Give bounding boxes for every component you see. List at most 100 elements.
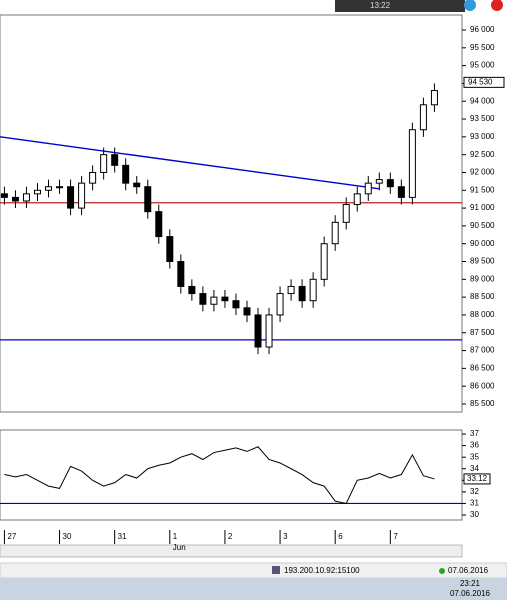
y-tick-label: 86 000 — [470, 381, 495, 390]
network-icon — [272, 566, 280, 574]
status-dot — [439, 568, 445, 574]
candle-body — [111, 154, 119, 166]
candle-body — [353, 193, 361, 206]
candle-body — [232, 300, 240, 309]
candle-body — [33, 189, 41, 195]
top-time: 13:22 — [370, 1, 391, 10]
y-tick-label: 95 500 — [470, 43, 495, 52]
y-tick-label: 89 000 — [470, 274, 495, 283]
y-tick-label: 31 — [470, 499, 479, 508]
x-tick-label: 3 — [283, 532, 288, 541]
candle-body — [56, 186, 64, 189]
y-tick-label: 30 — [470, 510, 479, 519]
y-tick-label: 34 — [470, 464, 479, 473]
x-tick-label: 2 — [228, 532, 233, 541]
candle-body — [364, 182, 372, 195]
y-tick-label: 90 500 — [470, 221, 495, 230]
scrollbar[interactable] — [0, 544, 463, 558]
month-label: Jun — [173, 543, 186, 552]
candle-body — [78, 182, 86, 209]
candle-body — [254, 314, 262, 348]
candle-body — [298, 285, 306, 302]
y-tick-label: 90 000 — [470, 239, 495, 248]
candle-body — [320, 243, 328, 280]
candle-body — [386, 179, 394, 188]
indicator-line — [4, 446, 435, 505]
button-red[interactable] — [491, 0, 503, 11]
candle-body — [45, 186, 53, 191]
candle-body — [133, 182, 141, 188]
y-tick-label: 88 500 — [470, 292, 495, 301]
y-tick-label: 92 500 — [470, 150, 495, 159]
main-panel — [0, 14, 463, 413]
candle-body — [177, 261, 185, 287]
candle-body — [419, 104, 427, 131]
x-tick-label: 1 — [173, 532, 178, 541]
status-bar — [0, 562, 507, 579]
y-tick-label: 85 500 — [470, 399, 495, 408]
server-address: 193.200.10.92:15100 — [284, 566, 360, 575]
y-tick-label: 87 000 — [470, 346, 495, 355]
trend-line — [0, 136, 380, 190]
candle-body — [144, 186, 152, 213]
x-tick-label: 6 — [338, 532, 343, 541]
candle-body — [309, 278, 317, 302]
candle-body — [0, 193, 8, 198]
candle-body — [155, 211, 163, 238]
taskbar-date: 07.06.2016 — [450, 589, 491, 598]
y-tick-label: 92 000 — [470, 168, 495, 177]
value-marker — [463, 473, 491, 485]
taskbar — [0, 578, 507, 600]
y-tick-label: 94 000 — [470, 96, 495, 105]
candle-body — [100, 154, 108, 173]
y-tick-label: 89 500 — [470, 257, 495, 266]
candle-body — [166, 236, 174, 263]
top-thumbnail[interactable] — [335, 0, 465, 12]
y-tick-label: 87 500 — [470, 328, 495, 337]
indicator-panel — [0, 429, 463, 521]
candle-body — [430, 90, 438, 106]
x-tick-label: 7 — [393, 532, 398, 541]
candle-body — [375, 179, 383, 184]
candle-body — [22, 193, 30, 202]
y-tick-label: 35 — [470, 452, 479, 461]
candle-body — [265, 314, 273, 348]
candle-body — [276, 293, 284, 316]
price-marker — [463, 76, 505, 88]
y-tick-label: 37 — [470, 429, 479, 438]
y-tick-label: 32 — [470, 487, 479, 496]
candle-body — [243, 307, 251, 316]
candle-body — [199, 293, 207, 305]
taskbar-time: 23:21 — [460, 579, 481, 588]
candle-body — [342, 204, 350, 223]
candle-body — [122, 164, 130, 184]
y-tick-label: 96 000 — [470, 25, 495, 34]
candle-body — [188, 285, 196, 295]
y-tick-label: 91 000 — [470, 203, 495, 212]
x-tick-label: 27 — [7, 532, 16, 541]
y-tick-label: 86 500 — [470, 363, 495, 372]
candle-body — [331, 221, 339, 245]
x-tick-label: 31 — [118, 532, 127, 541]
price-marker-label: 94 530 — [468, 77, 493, 86]
y-tick-label: 93 500 — [470, 114, 495, 123]
candle-body — [210, 296, 218, 305]
button-blue[interactable] — [464, 0, 476, 11]
candle-body — [89, 171, 97, 184]
y-tick-label: 95 000 — [470, 61, 495, 70]
candle-body — [408, 129, 416, 198]
x-tick-label: 30 — [63, 532, 72, 541]
candle-body — [221, 296, 229, 302]
candle-body — [397, 186, 405, 198]
candle-body — [11, 196, 19, 202]
y-tick-label: 88 000 — [470, 310, 495, 319]
value-marker-label: 33.12 — [467, 474, 488, 483]
y-tick-label: 91 500 — [470, 185, 495, 194]
status-date: 07.06.2016 — [448, 566, 489, 575]
y-tick-label: 36 — [470, 441, 479, 450]
y-tick-label: 93 000 — [470, 132, 495, 141]
candle-body — [287, 285, 295, 295]
candle-body — [67, 186, 75, 209]
